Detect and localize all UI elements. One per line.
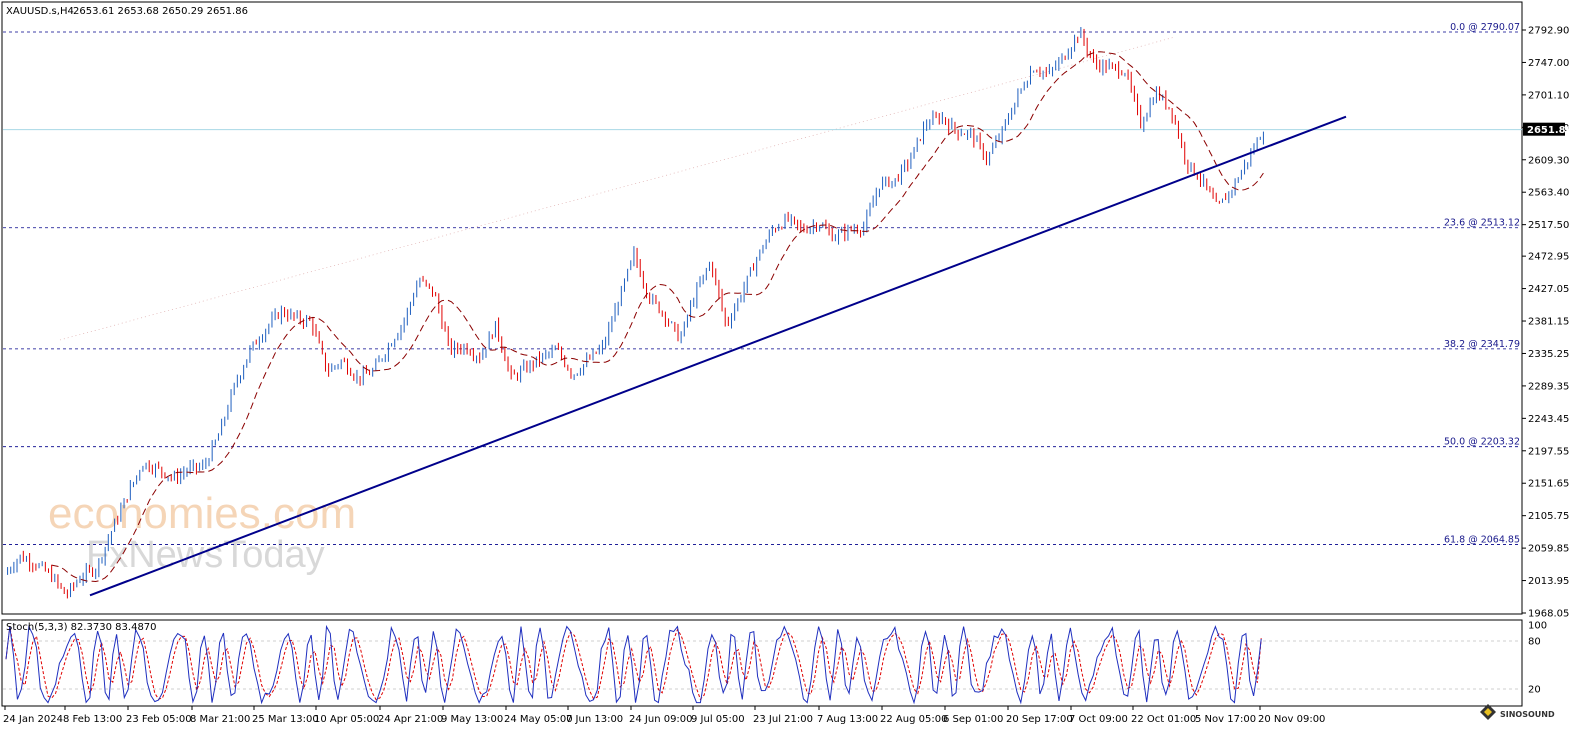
time-tick-label: 6 Sep 01:00 — [943, 714, 1003, 725]
time-tick-label: 24 May 05:00 — [504, 714, 573, 725]
price-tick-label: 2609.30 — [1528, 155, 1569, 166]
price-tick-label: 2197.55 — [1528, 446, 1569, 457]
fib-level-label: 0.0 @ 2790.07 — [1450, 22, 1520, 33]
time-tick-label: 24 Jun 09:00 — [629, 714, 693, 725]
main-chart-frame — [1, 1, 1523, 615]
time-axis: 24 Jan 2024 8 Feb 13:00 23 Feb 05:008 Mar … — [3, 706, 1325, 725]
current-price-label: 2651.86 — [1527, 125, 1573, 136]
price-tick-label: 2381.15 — [1528, 317, 1569, 328]
price-tick-label: 2059.85 — [1528, 544, 1569, 555]
candles — [7, 27, 1264, 599]
watermark-fxnewstoday: FxNewsToday — [86, 534, 325, 576]
price-tick-label: 2289.35 — [1528, 381, 1569, 392]
price-tick-label: 2427.05 — [1528, 284, 1569, 295]
current-price-tag: 2651.86 — [1523, 122, 1573, 136]
price-tick-label: 2792.90 — [1528, 26, 1569, 37]
logo-text: SINOSOUND — [1500, 710, 1555, 719]
time-tick-label: 25 Mar 13:00 — [252, 714, 319, 725]
time-tick-label: 22 Aug 05:00 — [880, 714, 947, 725]
fibonacci-levels: 0.0 @ 2790.07 23.6 @ 2513.12 38.2 @ 2341.7… — [3, 22, 1521, 546]
price-tick-label: 2472.95 — [1528, 252, 1569, 263]
price-tick-label: 2013.95 — [1528, 576, 1569, 587]
time-tick-label: 8 Feb 13:00 — [63, 714, 122, 725]
fib-level-label: 23.6 @ 2513.12 — [1444, 218, 1520, 229]
stoch-level-label: 20 — [1528, 685, 1541, 696]
time-tick-label: 7 Oct 09:00 — [1069, 714, 1128, 725]
stochastic-oscillator: 100 80 20 — [3, 621, 1547, 705]
time-tick-label: 8 Mar 21:00 — [190, 714, 250, 725]
price-tick-label: 2105.75 — [1528, 511, 1569, 522]
time-tick-label: 20 Nov 09:00 — [1258, 714, 1325, 725]
stoch-main-line — [5, 624, 1262, 705]
price-tick-label: 2151.65 — [1528, 479, 1569, 490]
price-tick-label: 2701.10 — [1528, 90, 1569, 101]
stoch-signal-line — [5, 626, 1262, 701]
support-trendline[interactable] — [89, 115, 1347, 597]
price-tick-label: 1968.05 — [1528, 609, 1569, 620]
time-tick-label: 24 Jan 2024 — [3, 714, 63, 725]
time-tick-label: 9 May 13:00 — [441, 714, 503, 725]
fib-level-label: 61.8 @ 2064.85 — [1444, 535, 1520, 546]
stoch-label: Stoch(5,3,3) 82.3730 83.4870 — [6, 622, 157, 633]
watermark-economies: economies.com — [48, 489, 356, 538]
stoch-level-label: 100 — [1528, 621, 1547, 632]
price-tick-label: 2335.25 — [1528, 349, 1569, 360]
time-tick-label: 9 Jul 05:00 — [691, 714, 745, 725]
price-tick-label: 2563.40 — [1528, 188, 1569, 199]
time-tick-label: 23 Jul 21:00 — [753, 714, 813, 725]
sinosound-logo: SINOSOUND — [1480, 704, 1555, 720]
ohlc-label: 2653.61 2653.68 2650.29 2651.86 — [73, 6, 248, 17]
price-tick-label: 2517.50 — [1528, 220, 1569, 231]
time-tick-label: 7 Aug 13:00 — [817, 714, 878, 725]
time-tick-label: 22 Oct 01:00 — [1131, 714, 1196, 725]
stoch-frame — [1, 619, 1523, 707]
time-tick-label: 10 Apr 05:00 — [314, 714, 379, 725]
fib-fan-line — [59, 36, 1176, 341]
fib-level-label: 50.0 @ 2203.32 — [1444, 437, 1520, 448]
fib-level-label: 38.2 @ 2341.79 — [1444, 339, 1520, 350]
price-tick-label: 2243.45 — [1528, 414, 1569, 425]
price-axis: 2792.902747.002701.102655.202609.302563.… — [1522, 26, 1569, 620]
price-tick-label: 2747.00 — [1528, 58, 1569, 69]
watermark: economies.com FxNewsToday — [48, 489, 356, 576]
stoch-level-label: 80 — [1528, 637, 1541, 648]
time-tick-label: 20 Sep 17:00 — [1006, 714, 1073, 725]
time-tick-label: 24 Apr 21:00 — [378, 714, 443, 725]
time-tick-label: 7 Jun 13:00 — [566, 714, 623, 725]
time-tick-label: 5 Nov 17:00 — [1195, 714, 1256, 725]
symbol-label: XAUUSD.s,H4 — [6, 6, 74, 17]
time-tick-label: 23 Feb 05:00 — [126, 714, 192, 725]
